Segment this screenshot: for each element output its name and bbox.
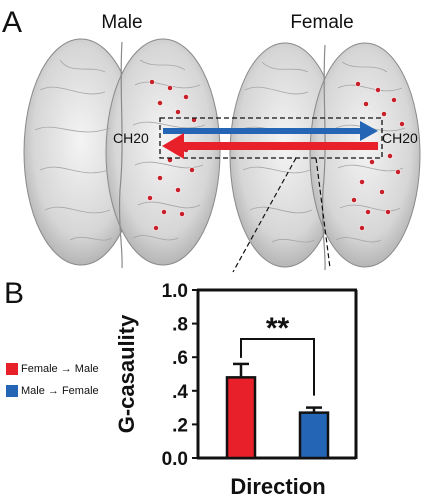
- electrode-dot: [355, 81, 361, 87]
- legend-label: Female → Male: [21, 363, 99, 375]
- electrode-dot: [179, 211, 185, 217]
- electrode-dot: [369, 159, 375, 165]
- electrode-dot: [381, 111, 387, 117]
- electrode-dot: [359, 179, 365, 185]
- electrode-dot: [385, 209, 391, 215]
- legend-swatch: [6, 385, 18, 397]
- panel-b-label: B: [4, 277, 24, 310]
- female-to-male-arrow: [162, 133, 378, 159]
- female-brain: [229, 42, 421, 271]
- electrode-dot: [175, 109, 181, 115]
- electrode-dot: [351, 197, 357, 203]
- electrode-dot: [175, 187, 181, 193]
- channel-label-left: CH20: [113, 130, 149, 146]
- electrode-dot: [157, 175, 163, 181]
- electrode-dot: [147, 195, 153, 201]
- bar-chart: 0.0 .2 .4 .6 .8 1.0 ** G-casaulity Direction: [114, 281, 358, 499]
- significance-stars: **: [266, 312, 290, 345]
- y-tick-label: .2: [172, 415, 188, 436]
- electrode-dot: [391, 97, 397, 103]
- y-tick-label: .8: [172, 315, 188, 336]
- connection-roi-box: [159, 117, 383, 159]
- bar: [225, 376, 257, 460]
- legend-item: Male → Female: [6, 380, 99, 402]
- channel-label-right: CH20: [382, 130, 418, 146]
- female-electrodes: [351, 81, 405, 231]
- male-brain: [23, 38, 221, 269]
- legend-item: Female → Male: [6, 358, 99, 380]
- panel-a-label: A: [2, 6, 22, 39]
- y-axis-label: G-casaulity: [114, 314, 139, 433]
- electrode-dot: [399, 121, 405, 127]
- electrode-dot: [157, 100, 163, 106]
- legend-label: Male → Female: [21, 385, 99, 397]
- electrode-dot: [189, 167, 195, 173]
- electrode-dot: [149, 79, 155, 85]
- legend: Female → Male Male → Female: [6, 358, 99, 402]
- electrode-dot: [395, 169, 401, 175]
- female-title: Female: [290, 12, 353, 33]
- zoom-line-right: [315, 157, 331, 269]
- significance-bracket: [240, 338, 315, 396]
- male-to-female-arrow: [163, 121, 378, 141]
- electrode-dot: [379, 189, 385, 195]
- electrode-dot: [359, 225, 365, 231]
- electrode-dot: [387, 153, 393, 159]
- y-tick-label: .6: [172, 348, 188, 369]
- male-title: Male: [101, 12, 142, 33]
- zoom-line-left: [232, 157, 297, 273]
- electrode-dot: [363, 101, 369, 107]
- x-axis-label: Direction: [230, 474, 325, 499]
- y-tick-label: 1.0: [162, 281, 188, 302]
- electrode-dot: [153, 225, 159, 231]
- electrode-dot: [167, 85, 173, 91]
- legend-swatch: [6, 363, 18, 375]
- bar: [298, 411, 330, 460]
- y-tick-label: 0.0: [162, 449, 188, 470]
- electrode-dot: [375, 87, 381, 93]
- y-tick-label: .4: [172, 382, 188, 403]
- electrode-dot: [161, 209, 167, 215]
- electrode-dot: [365, 209, 371, 215]
- electrode-dot: [183, 94, 189, 100]
